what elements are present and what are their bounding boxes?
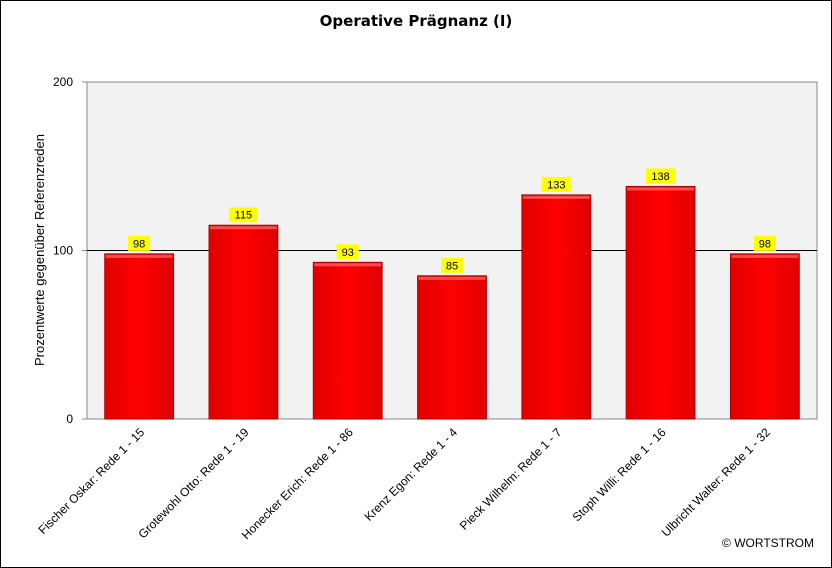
data-label: 138 xyxy=(651,171,669,183)
data-label-box xyxy=(646,168,676,184)
copyright-notice: © WORTSTROM xyxy=(722,536,814,550)
bars xyxy=(104,185,800,420)
bar xyxy=(729,253,800,420)
data-label: 98 xyxy=(759,238,771,250)
bar-highlight xyxy=(627,187,694,191)
bar xyxy=(312,261,383,420)
data-label-box xyxy=(753,235,776,251)
data-label-box xyxy=(128,235,151,251)
data-label: 133 xyxy=(547,179,565,191)
bar-highlight xyxy=(314,263,382,267)
category-label: Stoph Willi: Rede 1 - 16 xyxy=(570,425,669,524)
data-label: 85 xyxy=(446,260,458,272)
y-tick-label: 200 xyxy=(53,75,73,89)
data-label-box xyxy=(336,244,359,260)
bar xyxy=(104,253,175,420)
data-label-box xyxy=(441,257,463,273)
bar-highlight xyxy=(210,226,277,230)
y-axis: 0 100 200 xyxy=(53,75,87,426)
data-label: 115 xyxy=(235,210,253,222)
category-label: Krenz Egon: Rede 1 - 4 xyxy=(362,425,461,524)
y-tick-label: 100 xyxy=(53,244,73,258)
bar-highlight xyxy=(522,195,590,199)
bar xyxy=(208,224,279,420)
bar-highlight xyxy=(105,254,173,258)
data-label-box xyxy=(228,207,258,223)
data-labels: 98 115 93 85 133 138 98 xyxy=(128,168,776,273)
y-tick-label: 0 xyxy=(66,412,73,426)
category-label: Ulbricht Walter: Rede 1 - 32 xyxy=(659,425,774,540)
category-label: Pieck Wilhelm: Rede 1 - 7 xyxy=(457,425,565,533)
category-label: Grotewohl Otto: Rede 1 - 19 xyxy=(136,425,252,541)
category-label: Fischer Oskar: Rede 1 - 15 xyxy=(35,425,147,537)
bar-highlight xyxy=(418,276,486,280)
data-label: 98 xyxy=(133,238,145,250)
y-axis-label: Prozentwerte gegenüber Referenzreden xyxy=(32,134,47,366)
category-label: Honecker Erich: Rede 1 - 86 xyxy=(239,425,356,542)
bar xyxy=(417,275,487,420)
data-label: 93 xyxy=(342,247,354,259)
bar xyxy=(521,194,592,420)
bar xyxy=(625,185,696,420)
chart-title: Operative Prägnanz (I) xyxy=(319,12,513,30)
bar-highlight xyxy=(731,254,799,258)
data-label-box xyxy=(541,176,571,192)
